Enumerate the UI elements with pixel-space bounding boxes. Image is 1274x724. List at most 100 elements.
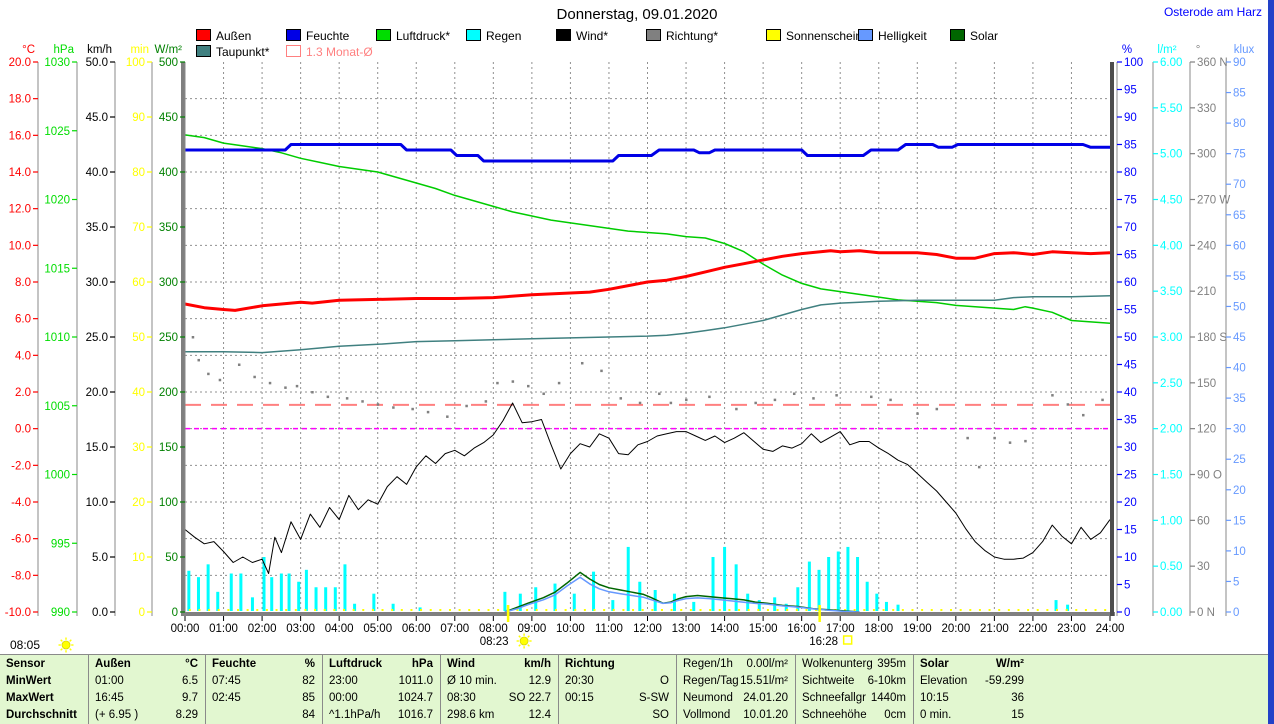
svg-text:45.0: 45.0 [86, 112, 108, 124]
table-group-solar: Solar W/m² Elevation -59.299 10:15 36 0 min. 15 [913, 655, 1270, 724]
svg-text:25.0: 25.0 [86, 332, 108, 344]
page-title: Donnerstag, 09.01.2020 [556, 6, 718, 23]
table-cell-value: 82 [302, 675, 315, 687]
weather-table: Sensor MinWert MaxWert Durchschnitt Außen °C 0… [0, 654, 1269, 724]
svg-text:10.0: 10.0 [86, 497, 108, 509]
svg-text:3.00: 3.00 [1160, 332, 1182, 344]
table-row: 00:15 S-SW [559, 690, 677, 707]
table-group-aussen: Außen °C 01:00 6.5 16:45 9.7 (+ 6.95 ) 8.29 [88, 655, 206, 724]
svg-text:09:00: 09:00 [517, 623, 546, 635]
svg-text:5: 5 [1124, 580, 1130, 592]
axis-C: 20.0 18.0 16.0 14.0 12.0 10.0 8.0 6.0 4.0 2.0 0.0 -… [5, 44, 39, 619]
svg-text:23:00: 23:00 [1057, 623, 1086, 635]
svg-text:90: 90 [1124, 112, 1137, 124]
svg-text:13:00: 13:00 [672, 623, 701, 635]
table-cell-value: SO [652, 709, 669, 721]
table-cell-value: 8.29 [175, 709, 198, 721]
legend-label: Richtung* [666, 29, 719, 43]
svg-text:100: 100 [159, 497, 178, 509]
table-row: 02:45 85 [206, 690, 323, 707]
table-cell-label: Wind [447, 658, 475, 670]
svg-text:14:00: 14:00 [710, 623, 739, 635]
table-row: Neumond 24.01.20 [677, 690, 796, 707]
legend-item-solar: Solar [950, 29, 998, 43]
svg-text:10: 10 [1124, 552, 1137, 564]
table-row: (+ 6.95 ) 8.29 [89, 707, 206, 724]
svg-text:65: 65 [1233, 210, 1246, 222]
axis-: 360 N 330 300 270 W 240 210 180 S 150 120 90 O 60 3… [1189, 44, 1230, 619]
table-row: 00:00 1024.7 [323, 690, 441, 707]
svg-text:0: 0 [172, 607, 178, 619]
table-row: Richtung [559, 656, 677, 673]
table-cell-label: Sichtweite [802, 675, 855, 687]
axis-unit-label: W/m² [155, 44, 183, 56]
table-row: Regen/Tag 15.51l/m² [677, 673, 796, 690]
svg-text:35: 35 [1124, 415, 1137, 427]
svg-text:75: 75 [1124, 195, 1137, 207]
table-cell-label: Neumond [683, 692, 733, 704]
svg-text:60: 60 [132, 277, 145, 289]
table-cell-value: O [660, 675, 669, 687]
table-row: 08:30 SO 22.7 [441, 690, 559, 707]
svg-text:60: 60 [1124, 277, 1137, 289]
svg-text:25: 25 [1233, 454, 1246, 466]
svg-text:-4.0: -4.0 [11, 497, 31, 509]
table-row-header: Durchschnitt [6, 709, 77, 721]
table-cell-label: 23:00 [329, 675, 358, 687]
svg-text:90 O: 90 O [1197, 470, 1222, 482]
svg-text:90: 90 [1233, 57, 1246, 69]
table-group-richtung: Richtung 20:30 O 00:15 S-SW SO [558, 655, 677, 724]
svg-text:10: 10 [1233, 546, 1246, 558]
axis-unit-label: min [130, 44, 149, 56]
axis-unit-label: km/h [87, 44, 112, 56]
svg-text:2.00: 2.00 [1160, 424, 1182, 436]
series-aussen-temperatur [184, 249, 1111, 312]
table-cell-label: 16:45 [95, 692, 124, 704]
svg-text:15: 15 [1233, 515, 1246, 527]
svg-text:60: 60 [1233, 240, 1246, 252]
series-helligkeit [504, 576, 860, 613]
table-cell-value: -59.299 [984, 675, 1024, 687]
plot-borders [181, 62, 1115, 616]
svg-text:0: 0 [1124, 607, 1130, 619]
svg-text:400: 400 [159, 167, 178, 179]
table-cell-label: 00:00 [329, 692, 358, 704]
svg-text:1020: 1020 [44, 195, 70, 207]
axis-lm: 6.00 5.50 5.00 4.50 4.00 3.50 3.00 2.50 2.00 1.50… [1152, 44, 1182, 619]
table-row: Wind km/h [441, 656, 559, 673]
table-group-luftdruck: Luftdruck hPa 23:00 1011.0 00:00 1024.7 ^1.1hP… [322, 655, 441, 724]
table-cell-label: 07:45 [212, 675, 241, 687]
svg-text:50: 50 [1233, 301, 1246, 313]
table-cell-label: Ø 10 min. [447, 675, 497, 687]
legend-item-luftdruck: Luftdruck* [376, 29, 450, 43]
axis-unit-label: hPa [54, 44, 75, 56]
table-cell-label: (+ 6.95 ) [95, 709, 139, 721]
svg-text:15.0: 15.0 [86, 442, 108, 454]
x-axis: 00:00 01:00 02:00 03:00 04:00 05:00 06:00 07:00… [171, 616, 1124, 635]
svg-text:22:00: 22:00 [1019, 623, 1048, 635]
svg-text:85: 85 [1124, 140, 1137, 152]
legend-label: Regen [486, 29, 522, 43]
table-row-header: MinWert [6, 675, 52, 687]
table-cell-label: Regen/1h [683, 658, 733, 670]
sunrise-marker: 08:23 [480, 605, 532, 649]
svg-text:50: 50 [165, 552, 178, 564]
table-cell-label: Regen/Tag [683, 675, 739, 687]
table-row: Schneehöhe 0cm [796, 707, 914, 724]
table-cell-value: 6-10km [867, 675, 906, 687]
table-row: Regen/1h 0.00l/m² [677, 656, 796, 673]
svg-text:85: 85 [1233, 88, 1246, 100]
legend-swatch [196, 29, 211, 41]
svg-text:300: 300 [1197, 149, 1216, 161]
chart-svg[interactable]: 20.0 18.0 16.0 14.0 12.0 10.0 8.0 6.0 4.0 2.0 0.0 -… [0, 0, 1274, 654]
table-cell-value: 36 [1011, 692, 1024, 704]
legend-item-auen: Außen [196, 29, 251, 43]
series-wind [184, 402, 1111, 574]
svg-text:08:05: 08:05 [10, 638, 40, 652]
svg-text:150: 150 [1197, 378, 1216, 390]
svg-text:08:00: 08:00 [479, 623, 508, 635]
table-cell-label: 02:45 [212, 692, 241, 704]
svg-text:75: 75 [1233, 149, 1246, 161]
svg-text:-10.0: -10.0 [5, 607, 31, 619]
table-row: Schneefallgr 1440m [796, 690, 914, 707]
